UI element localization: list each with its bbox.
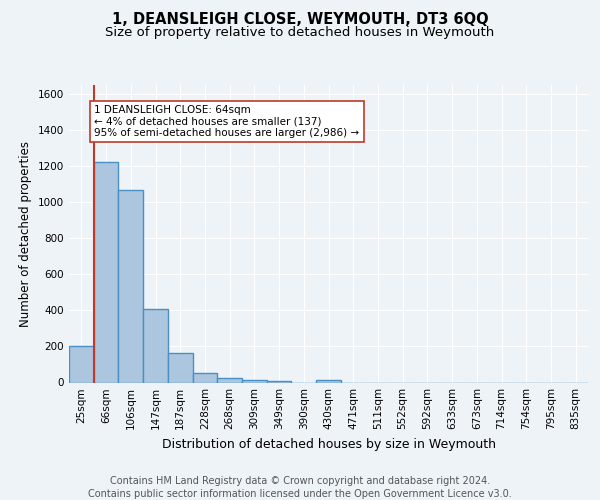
Bar (217, 378, 242, 382)
Text: Contains public sector information licensed under the Open Government Licence v3: Contains public sector information licen… (88, 489, 512, 499)
Bar (316, 380, 341, 382)
Text: 1 DEANSLEIGH CLOSE: 64sqm
← 4% of detached houses are smaller (137)
95% of semi-: 1 DEANSLEIGH CLOSE: 64sqm ← 4% of detach… (94, 105, 359, 138)
Bar (143, 308, 168, 382)
Bar (118, 190, 143, 382)
Text: Contains HM Land Registry data © Crown copyright and database right 2024.: Contains HM Land Registry data © Crown c… (110, 476, 490, 486)
Y-axis label: Number of detached properties: Number of detached properties (19, 141, 32, 327)
Bar (193, 374, 217, 382)
Bar (168, 353, 193, 382)
Bar (267, 380, 292, 382)
Text: Size of property relative to detached houses in Weymouth: Size of property relative to detached ho… (106, 26, 494, 39)
Bar (69, 346, 94, 382)
X-axis label: Distribution of detached houses by size in Weymouth: Distribution of detached houses by size … (161, 438, 496, 451)
Bar (242, 380, 267, 382)
Bar (94, 162, 118, 382)
Text: 1, DEANSLEIGH CLOSE, WEYMOUTH, DT3 6QQ: 1, DEANSLEIGH CLOSE, WEYMOUTH, DT3 6QQ (112, 12, 488, 28)
